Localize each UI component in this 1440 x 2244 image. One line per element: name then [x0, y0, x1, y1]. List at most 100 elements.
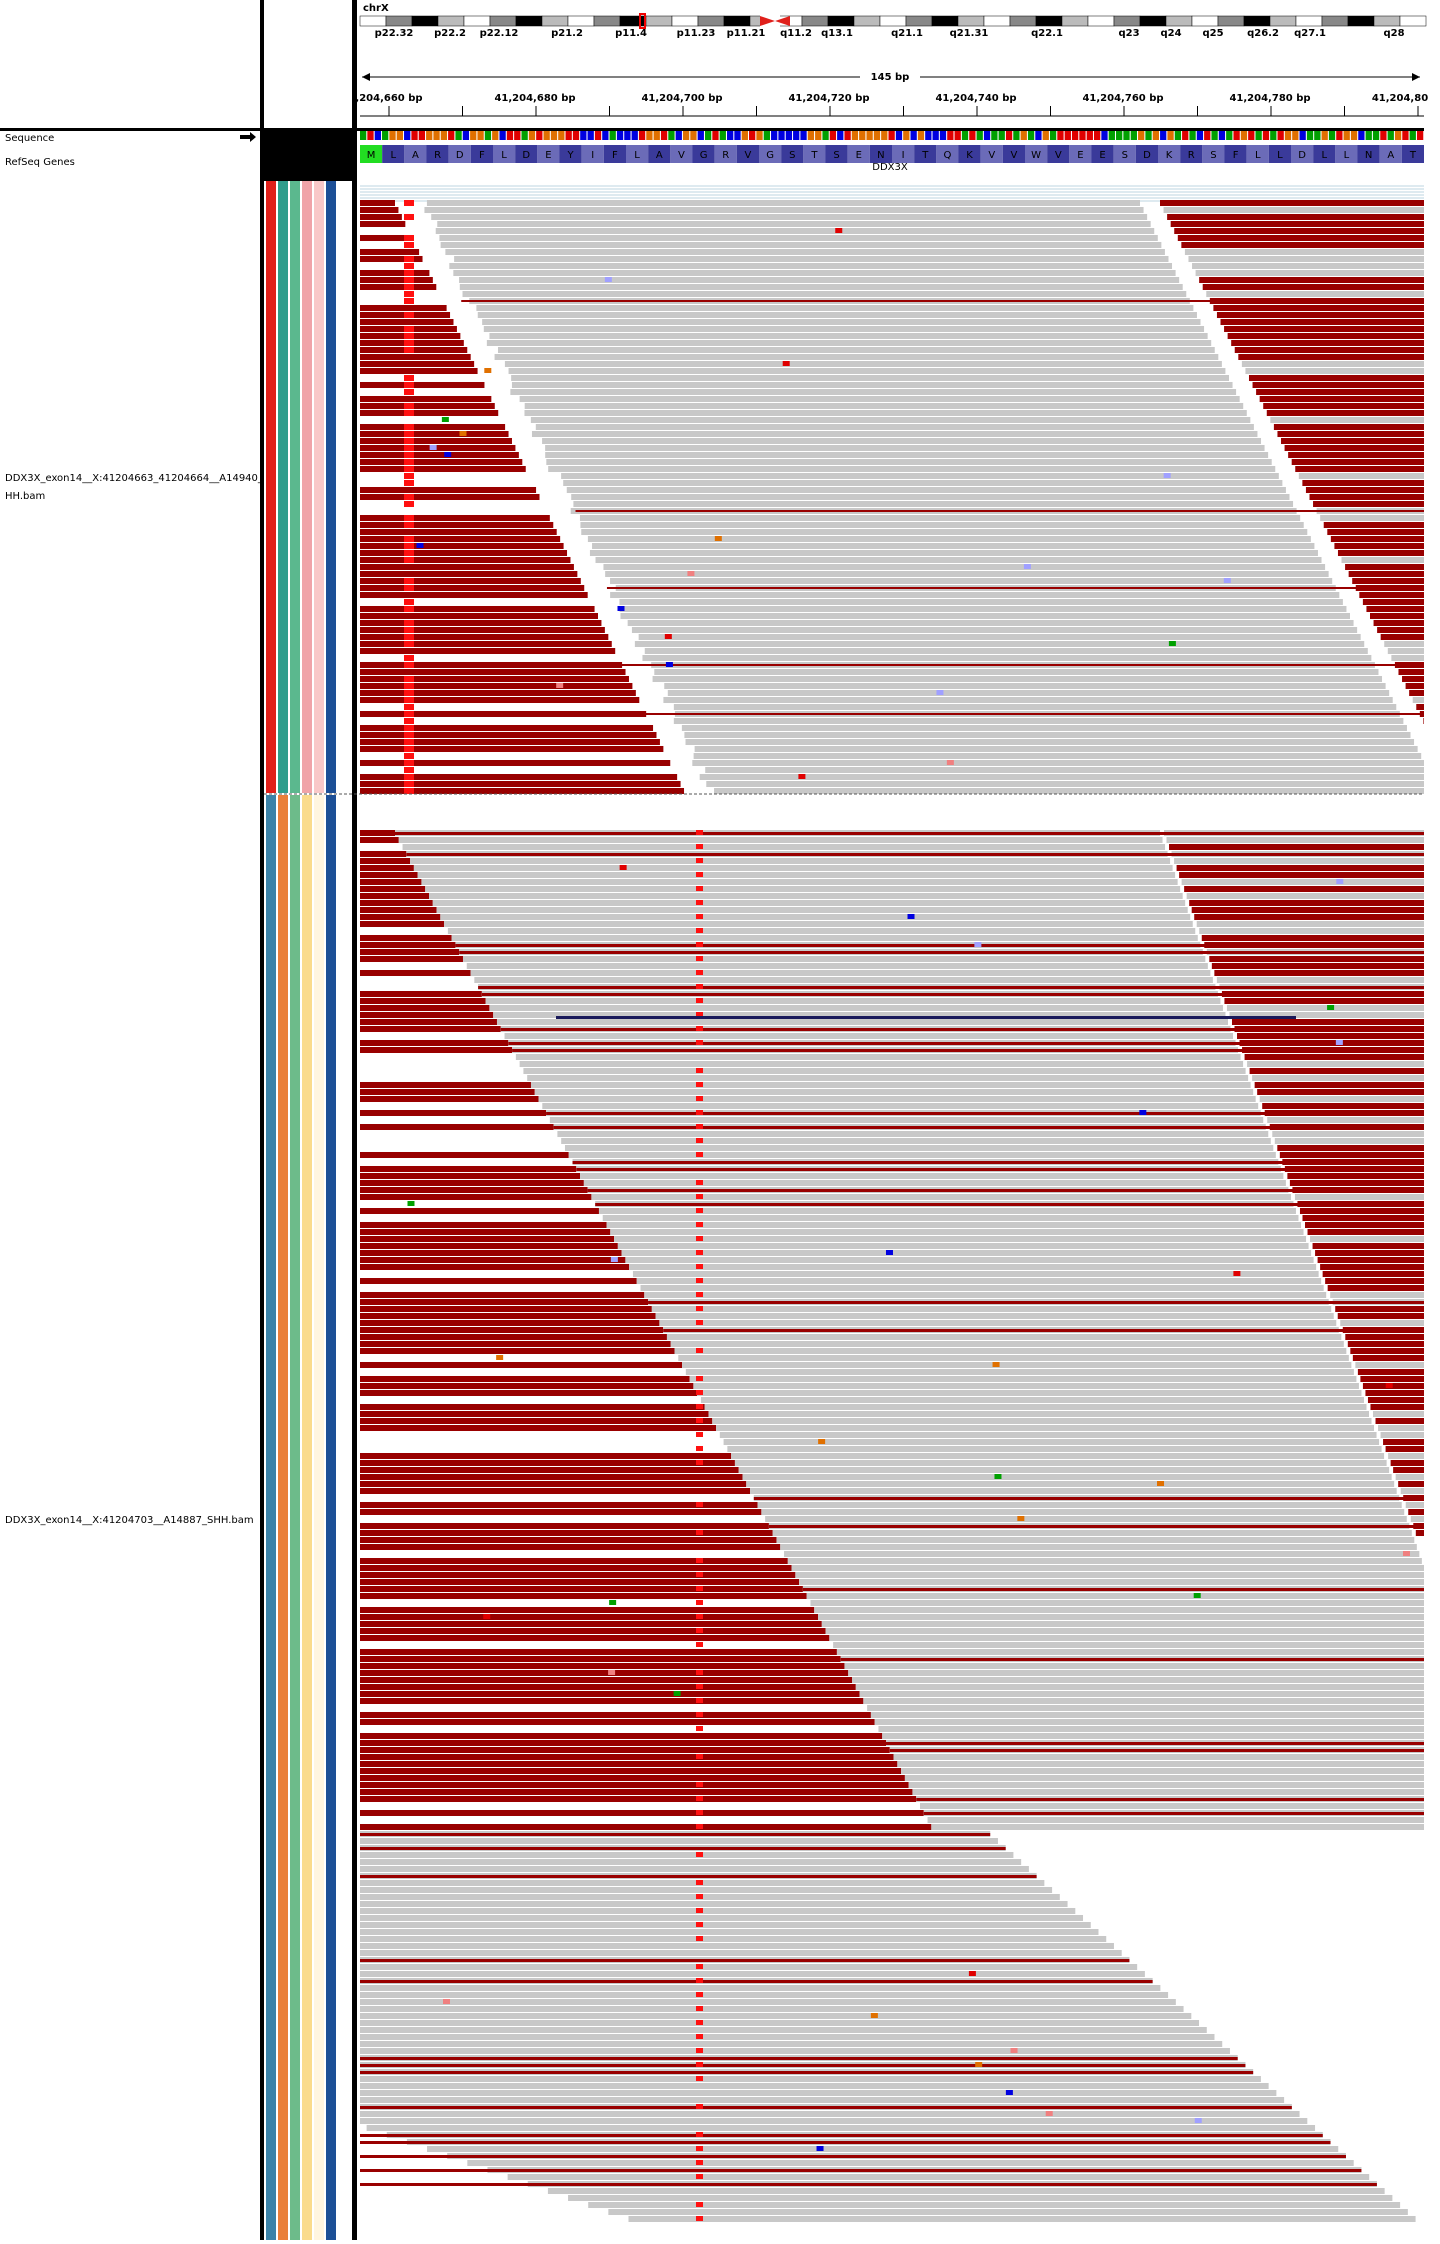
base — [536, 131, 543, 140]
soft-clip — [360, 1460, 735, 1466]
mismatch — [798, 774, 806, 779]
soft-clip — [360, 396, 492, 402]
read — [360, 655, 619, 661]
read — [360, 1138, 562, 1144]
base — [609, 131, 616, 140]
read — [706, 781, 1424, 787]
mismatch — [404, 277, 414, 283]
base — [484, 131, 492, 140]
soft-clip — [1405, 683, 1424, 689]
soft-clip — [360, 319, 454, 325]
soft-clip — [360, 1684, 856, 1690]
attribute — [314, 181, 324, 793]
mismatch — [696, 1684, 703, 1689]
soft-clip — [360, 543, 564, 549]
mismatch — [696, 1992, 703, 1997]
mismatch — [404, 655, 414, 661]
read — [806, 1593, 1424, 1599]
amino-acid: Y — [567, 150, 575, 161]
read — [436, 907, 1188, 913]
soft-clip — [1385, 1446, 1424, 1452]
soft-clip — [360, 1502, 758, 1508]
mismatch — [696, 1124, 703, 1129]
soft-clip — [360, 1796, 917, 1802]
cytoband — [723, 15, 751, 27]
mismatch — [696, 1152, 703, 1157]
amino-acid: R — [1188, 150, 1195, 161]
mismatch — [714, 536, 722, 541]
soft-clip — [1189, 900, 1424, 906]
soft-clip — [360, 1628, 826, 1634]
mismatch — [1335, 1040, 1343, 1045]
amino-acid: F — [479, 150, 485, 161]
read — [1298, 473, 1424, 479]
read — [716, 1425, 1375, 1431]
cytoband — [437, 15, 465, 27]
soft-clip — [768, 1525, 1424, 1528]
read — [746, 1481, 1395, 1487]
read — [360, 1985, 1161, 1991]
read — [360, 1495, 754, 1501]
cytoband — [1061, 15, 1089, 27]
cytoband — [1035, 15, 1063, 27]
soft-clip — [360, 305, 447, 311]
read — [431, 214, 1148, 220]
mismatch — [696, 1348, 703, 1353]
cytoband-label: q27.1 — [1294, 28, 1326, 39]
amino-acid-box — [1335, 145, 1358, 163]
amino-acid-box — [1313, 145, 1336, 163]
base — [1196, 131, 1204, 140]
amino-acid: D — [1298, 150, 1306, 161]
soft-clip — [1226, 1005, 1424, 1011]
soft-clip — [360, 970, 471, 976]
read — [742, 1474, 1392, 1480]
base — [506, 131, 514, 140]
read — [497, 347, 1215, 353]
soft-clip — [360, 1278, 637, 1284]
soft-clip — [360, 1264, 630, 1270]
soft-clip — [802, 1588, 1424, 1591]
soft-clip — [1216, 312, 1424, 318]
base — [917, 131, 925, 140]
read — [844, 1663, 1424, 1669]
amino-acid-box — [470, 145, 493, 163]
soft-clip — [360, 1453, 732, 1459]
read — [684, 732, 1411, 738]
cytoband — [567, 15, 595, 27]
read — [904, 1775, 1424, 1781]
soft-clip — [360, 1698, 864, 1704]
base — [565, 131, 572, 140]
mismatch — [696, 1432, 703, 1437]
read — [360, 2083, 1269, 2089]
soft-clip — [360, 1747, 890, 1753]
mismatch — [696, 1180, 703, 1185]
base — [440, 131, 448, 140]
cytoband — [957, 15, 985, 27]
mismatch — [404, 347, 414, 353]
base — [1057, 131, 1064, 140]
mismatch — [696, 1586, 703, 1591]
mismatch — [404, 424, 414, 430]
read — [527, 1075, 1249, 1081]
mismatch — [696, 900, 703, 905]
read — [1270, 417, 1424, 423]
base — [704, 131, 712, 140]
mismatch — [696, 1306, 703, 1311]
mismatch — [696, 1068, 703, 1073]
read — [360, 1929, 1099, 1935]
amino-acid: K — [966, 150, 973, 161]
soft-clip — [360, 1980, 1153, 1983]
read — [848, 1670, 1424, 1676]
amino-acid-box — [1268, 145, 1291, 163]
mismatch — [484, 368, 492, 373]
soft-clip — [360, 2071, 1254, 2074]
amino-acid-box — [825, 145, 848, 163]
read — [606, 1222, 1302, 1228]
base — [1160, 131, 1167, 140]
mismatch — [696, 1796, 703, 1801]
base — [1350, 131, 1358, 140]
soft-clip — [1365, 1390, 1424, 1396]
mismatch — [696, 1292, 703, 1297]
soft-clip — [1348, 571, 1424, 577]
soft-clip — [360, 942, 456, 948]
